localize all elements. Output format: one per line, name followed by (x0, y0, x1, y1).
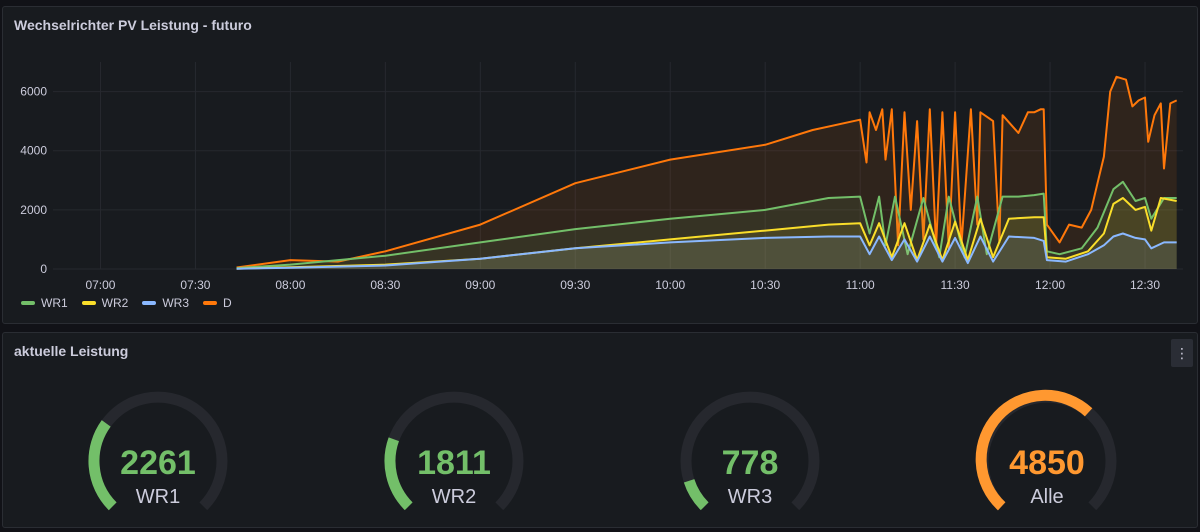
legend-label: WR2 (101, 296, 129, 310)
x-tick-label: 09:00 (465, 278, 495, 292)
x-tick-label: 09:30 (560, 278, 590, 292)
x-tick-label: 07:30 (180, 278, 210, 292)
gauge-fill (384, 437, 413, 511)
gauge-label: WR1 (136, 486, 180, 508)
gauge-panel: aktuelle Leistung ⋮ 2261 WR1 1811 WR2 778 WR3… (2, 332, 1198, 528)
legend-item-wr2[interactable]: WR2 (81, 296, 129, 310)
gauge-wr1: 2261 WR1 (88, 391, 228, 511)
legend-label: WR3 (162, 296, 190, 310)
legend-swatch (81, 301, 96, 305)
x-tick-label: 12:30 (1130, 278, 1160, 292)
legend-item-wr3[interactable]: WR3 (142, 296, 189, 310)
legend-swatch (21, 301, 35, 305)
x-tick-label: 10:30 (750, 278, 780, 292)
y-tick-label: 4000 (20, 144, 47, 158)
power-chart: 0 2000 4000 6000 07:00 07:30 08:00 08:30 09:00 09… (20, 62, 1183, 292)
panel-menu-icon[interactable]: ⋮ (1171, 339, 1193, 367)
series-line-wr2 (236, 197, 1177, 270)
panel-title: aktuelle Leistung (14, 343, 129, 359)
series-line-d (236, 75, 1178, 269)
x-tick-label: 07:00 (85, 278, 115, 292)
gauge-alle: 4850 Alle (975, 389, 1117, 511)
gauge-wr2: 1811 WR2 (384, 391, 524, 511)
legend-item-wr1[interactable]: WR1 (21, 296, 68, 310)
legend-item-d[interactable]: D (203, 296, 232, 310)
timeseries-panel: Wechselrichter PV Leistung - futuro 0 200… (2, 6, 1198, 324)
gauge-label: WR2 (432, 486, 476, 508)
x-tick-label: 11:00 (846, 278, 875, 292)
y-tick-label: 6000 (20, 85, 47, 99)
x-tick-label: 11:30 (941, 278, 970, 292)
gauge-label: WR3 (728, 486, 772, 508)
gauge-value: 778 (722, 444, 779, 482)
x-tick-label: 10:00 (655, 278, 685, 292)
gauge-fill (975, 389, 1093, 511)
x-tick-label: 08:00 (275, 278, 305, 292)
gauge-label: Alle (1030, 486, 1063, 508)
legend-swatch (142, 301, 157, 305)
y-tick-label: 2000 (20, 203, 47, 217)
gauge-track (680, 391, 820, 511)
series-line-wr3 (236, 232, 1177, 270)
series-area-d (236, 76, 1177, 269)
gauge-value: 1811 (417, 444, 491, 482)
gauge-value: 2261 (120, 444, 196, 482)
gauge-fill (683, 478, 709, 511)
y-tick-label: 0 (40, 262, 47, 276)
gauge-fill (88, 420, 117, 511)
legend-swatch (203, 301, 218, 305)
legend-label: D (223, 296, 232, 310)
legend-label: WR1 (41, 296, 68, 310)
x-tick-label: 08:30 (370, 278, 400, 292)
gauge-value: 4850 (1009, 444, 1085, 482)
x-tick-label: 12:00 (1035, 278, 1065, 292)
series-area-wr2 (236, 198, 1177, 269)
chart-legend: WR1 WR2 WR3 D (21, 296, 232, 310)
panel-title: Wechselrichter PV Leistung - futuro (14, 17, 252, 33)
